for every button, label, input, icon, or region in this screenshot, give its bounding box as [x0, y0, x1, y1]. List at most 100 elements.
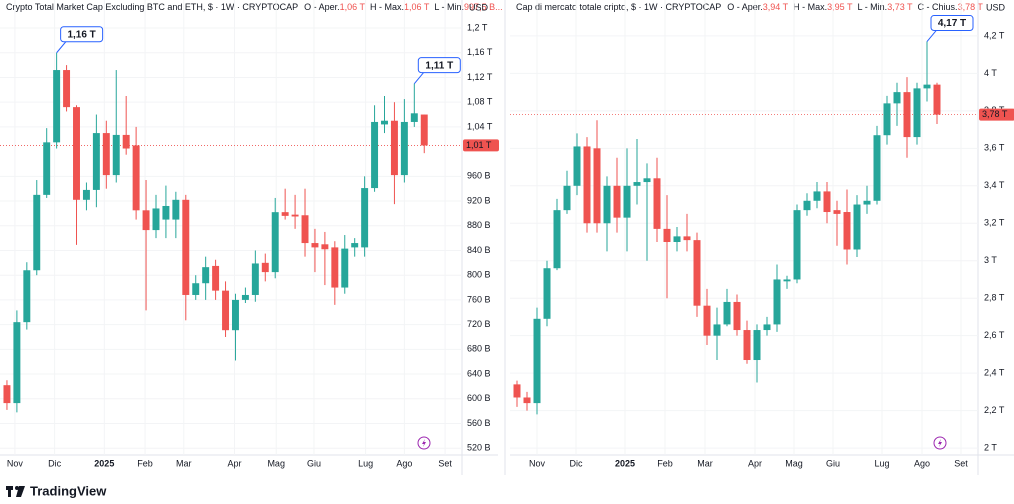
y-tick-label: 2,8 T — [984, 293, 1005, 303]
x-tick-label: Lug — [358, 458, 373, 468]
candle-body — [593, 148, 601, 224]
candle-body — [533, 318, 541, 404]
y-tick-label: 880 B — [467, 220, 491, 230]
y-tick-label: 2,4 T — [984, 368, 1005, 378]
candle-body — [653, 178, 661, 229]
candle-body — [331, 247, 339, 288]
x-tick-label: Nov — [7, 458, 24, 468]
ohlc-label: O - Aper. — [304, 2, 340, 12]
candle-body — [281, 212, 289, 216]
candle-body — [813, 191, 821, 201]
x-tick-label: Dic — [570, 458, 583, 468]
x-tick-label: Mar — [697, 458, 713, 468]
x-tick-label: Ago — [914, 458, 930, 468]
x-tick-label: Set — [438, 458, 452, 468]
candle-body — [13, 322, 21, 404]
y-tick-label: 760 B — [467, 294, 491, 304]
candle-body — [82, 189, 90, 200]
candle-body — [913, 88, 921, 138]
charts: Crypto Total Market Cap Excluding BTC an… — [0, 0, 1014, 475]
y-tick-label: 640 B — [467, 368, 491, 378]
candle-body — [803, 200, 811, 211]
candle-body — [222, 290, 230, 331]
ohlc-label: H - Max. — [793, 2, 827, 12]
candle-body — [390, 120, 398, 176]
candle-body — [683, 236, 691, 241]
candle-body — [212, 265, 220, 291]
annotation-box — [930, 15, 974, 32]
ohlc-value: 3,78 T — [958, 2, 984, 12]
candle-body — [112, 134, 120, 176]
candle-body — [853, 204, 861, 250]
candle-body — [420, 114, 428, 146]
x-tick-label: Apr — [748, 458, 762, 468]
candle-body — [142, 210, 150, 231]
candle-body — [553, 210, 561, 269]
x-tick-label: Nov — [529, 458, 546, 468]
annotation-box — [60, 26, 104, 43]
candle-body — [703, 305, 711, 336]
candle-body — [172, 199, 180, 220]
candle-body — [633, 182, 641, 186]
y-tick-label: 680 B — [467, 344, 491, 354]
x-tick-label: Ago — [396, 458, 412, 468]
x-tick-label: Lug — [874, 458, 889, 468]
y-tick-label: 3,6 T — [984, 143, 1005, 153]
candle-body — [733, 301, 741, 331]
x-tick-label: 2025 — [94, 458, 114, 468]
candle-body — [400, 121, 408, 176]
candle-body — [251, 263, 259, 295]
candle-body — [202, 267, 210, 284]
x-tick-label: Giu — [307, 458, 321, 468]
candle-body — [873, 135, 881, 201]
candle-body — [23, 270, 31, 323]
candle-body — [381, 120, 388, 125]
y-tick-label: 1,2 T — [467, 22, 488, 32]
candle-body — [361, 188, 369, 248]
candle-body — [573, 146, 581, 186]
candle-body — [33, 194, 41, 271]
chart-title: Crypto Total Market Cap Excluding BTC an… — [6, 2, 503, 12]
events-bolt — [422, 439, 426, 447]
y-tick-label: 2,6 T — [984, 330, 1005, 340]
candle-body — [241, 294, 249, 300]
annotation-label: 4,17 T — [938, 18, 966, 29]
y-tick-label: 840 B — [467, 245, 491, 255]
candle-body — [923, 84, 931, 89]
logo — [6, 486, 25, 497]
candle-body — [753, 330, 761, 361]
y-tick-label: 920 B — [467, 195, 491, 205]
candle-body — [643, 178, 651, 183]
candle-body — [341, 248, 349, 288]
candle-body — [713, 324, 721, 336]
candle-body — [743, 330, 751, 361]
y-tick-label: 2 T — [984, 442, 997, 452]
candle-body — [231, 299, 239, 331]
price-label-box — [979, 108, 1014, 121]
candle-body — [513, 384, 521, 398]
annotation-pointer — [413, 71, 425, 84]
candle-body — [863, 200, 871, 205]
candle-body — [271, 212, 279, 273]
x-tick-label: Dic — [48, 458, 61, 468]
ohlc-label: C - Chius. — [918, 2, 958, 12]
y-tick-label: 3,2 T — [984, 218, 1005, 228]
candle-body — [523, 397, 531, 404]
candle-body — [823, 191, 831, 213]
candle-body — [92, 133, 100, 190]
y-tick-label: 800 B — [467, 270, 491, 280]
candle-body — [192, 283, 200, 295]
candle-body — [43, 142, 51, 195]
candle-body — [301, 215, 309, 244]
title-text: Crypto Total Market Cap Excluding BTC an… — [6, 2, 298, 12]
annotation-label: 1,16 T — [67, 29, 95, 40]
candle-body — [623, 185, 631, 218]
candle-body — [162, 205, 170, 220]
y-tick-label: 520 B — [467, 443, 491, 453]
candle-body — [182, 199, 190, 295]
candle-body — [132, 145, 140, 211]
ohlc-label: L - Min. — [858, 2, 888, 12]
candle-body — [883, 103, 891, 136]
